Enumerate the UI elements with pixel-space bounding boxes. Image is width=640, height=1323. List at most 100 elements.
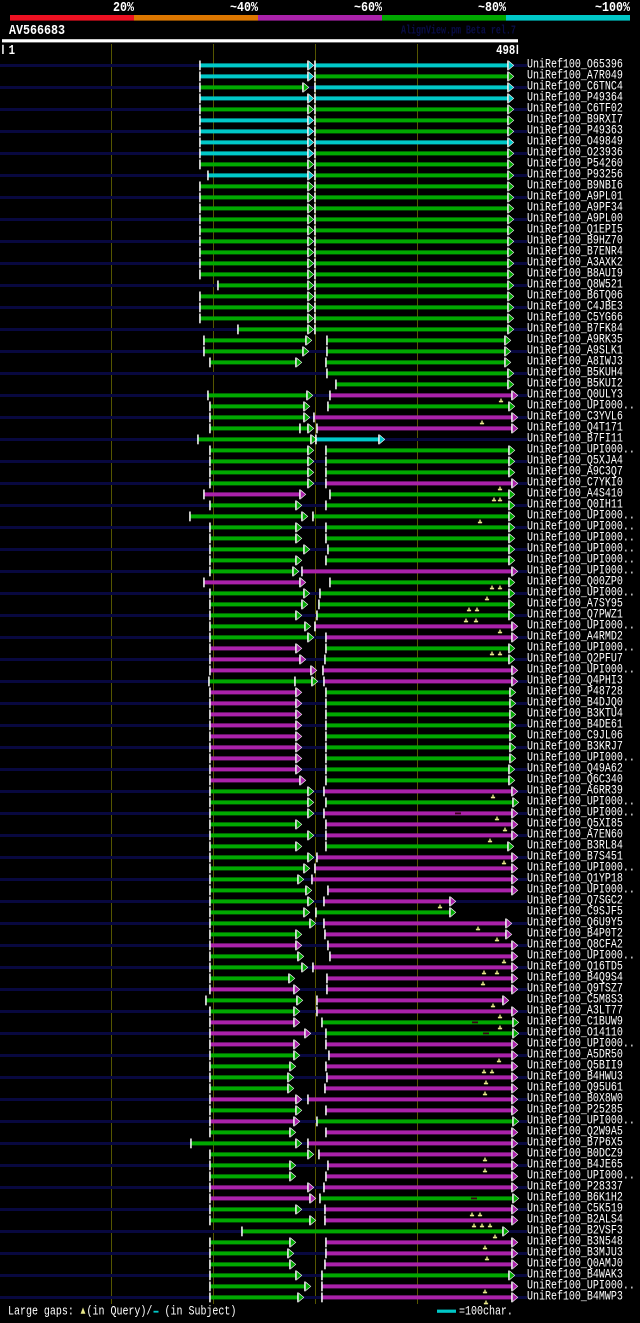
svg-text:UniRef100_A4RMD2: UniRef100_A4RMD2 — [527, 629, 623, 644]
svg-text:UniRef100_B5KUH4: UniRef100_B5KUH4 — [527, 365, 623, 380]
svg-text:UniRef100_A7SY95: UniRef100_A7SY95 — [527, 596, 623, 611]
svg-text:UniRef100_A9PL01: UniRef100_A9PL01 — [527, 189, 623, 204]
svg-text:UniRef100_Q5XI85: UniRef100_Q5XI85 — [527, 816, 623, 831]
svg-text:UniRef100_UPI000..: UniRef100_UPI000.. — [527, 618, 635, 633]
svg-text:498: 498 — [496, 43, 515, 59]
svg-text:UniRef100_Q0AMJ0: UniRef100_Q0AMJ0 — [527, 1256, 623, 1271]
svg-text:UniRef100_UPI000..: UniRef100_UPI000.. — [527, 552, 635, 567]
svg-text:UniRef100_B4Q9S4: UniRef100_B4Q9S4 — [527, 970, 623, 985]
svg-text:~100%: ~100% — [595, 0, 630, 15]
svg-text:UniRef100_Q0IH11: UniRef100_Q0IH11 — [527, 497, 623, 512]
svg-text:Large gaps:: Large gaps: — [8, 1305, 74, 1320]
svg-text:UniRef100_C6TNC4: UniRef100_C6TNC4 — [527, 79, 623, 94]
svg-text:UniRef100_B4DE61: UniRef100_B4DE61 — [527, 717, 623, 732]
svg-text:UniRef100_UPI000..: UniRef100_UPI000.. — [527, 585, 635, 600]
svg-text:UniRef100_Q1YP18: UniRef100_Q1YP18 — [527, 871, 623, 886]
svg-text:UniRef100_B7P6X5: UniRef100_B7P6X5 — [527, 1135, 623, 1150]
svg-text:UniRef100_Q95U61: UniRef100_Q95U61 — [527, 1080, 623, 1095]
svg-text:UniRef100_UPI000..: UniRef100_UPI000.. — [527, 882, 635, 897]
svg-text:UniRef100_Q5BII9: UniRef100_Q5BII9 — [527, 1058, 623, 1073]
svg-text:UniRef100_P48728: UniRef100_P48728 — [527, 684, 623, 699]
svg-text:UniRef100_Q0ULY3: UniRef100_Q0ULY3 — [527, 387, 623, 402]
svg-text:UniRef100_B7FK84: UniRef100_B7FK84 — [527, 321, 623, 336]
svg-text:AV566683: AV566683 — [9, 22, 65, 38]
svg-text:UniRef100_O49849: UniRef100_O49849 — [527, 134, 623, 149]
svg-text:UniRef100_UPI000..: UniRef100_UPI000.. — [527, 662, 635, 677]
svg-text:UniRef100_B9HZ70: UniRef100_B9HZ70 — [527, 233, 623, 248]
svg-text:UniRef100_C5M8S3: UniRef100_C5M8S3 — [527, 992, 623, 1007]
svg-text:UniRef100_UPI000..: UniRef100_UPI000.. — [527, 1113, 635, 1128]
svg-text:~40%: ~40% — [230, 0, 258, 15]
svg-text:UniRef100_Q7PWZ1: UniRef100_Q7PWZ1 — [527, 607, 623, 622]
svg-text:UniRef100_A3LT77: UniRef100_A3LT77 — [527, 1003, 623, 1018]
svg-text:UniRef100_UPI000..: UniRef100_UPI000.. — [527, 1036, 635, 1051]
svg-text:UniRef100_B5KUI2: UniRef100_B5KUI2 — [527, 376, 623, 391]
svg-text:UniRef100_A5DR50: UniRef100_A5DR50 — [527, 1047, 623, 1062]
svg-text:UniRef100_B0DCZ9: UniRef100_B0DCZ9 — [527, 1146, 623, 1161]
svg-text:UniRef100_UPI000..: UniRef100_UPI000.. — [527, 541, 635, 556]
svg-text:UniRef100_UPI000..: UniRef100_UPI000.. — [527, 508, 635, 523]
svg-text:UniRef100_Q5XJA4: UniRef100_Q5XJA4 — [527, 453, 623, 468]
svg-text:UniRef100_A6RR39: UniRef100_A6RR39 — [527, 783, 623, 798]
svg-text:UniRef100_P49364: UniRef100_P49364 — [527, 90, 623, 105]
svg-text:UniRef100_Q1EPI5: UniRef100_Q1EPI5 — [527, 222, 623, 237]
svg-text:UniRef100_C5K519: UniRef100_C5K519 — [527, 1201, 623, 1216]
svg-text:UniRef100_UPI000..: UniRef100_UPI000.. — [527, 398, 635, 413]
svg-text:UniRef100_C1BUW9: UniRef100_C1BUW9 — [527, 1014, 623, 1029]
svg-text:UniRef100_B7S451: UniRef100_B7S451 — [527, 849, 623, 864]
svg-text:UniRef100_Q4T171: UniRef100_Q4T171 — [527, 420, 623, 435]
svg-text:UniRef100_P49363: UniRef100_P49363 — [527, 123, 623, 138]
svg-text:UniRef100_B4WAK3: UniRef100_B4WAK3 — [527, 1267, 623, 1282]
svg-text:(in Subject): (in Subject) — [165, 1305, 237, 1320]
svg-text:UniRef100_Q16TD5: UniRef100_Q16TD5 — [527, 959, 623, 974]
svg-text:UniRef100_B7ENR4: UniRef100_B7ENR4 — [527, 244, 623, 259]
svg-text:UniRef100_A9C3Q7: UniRef100_A9C3Q7 — [527, 464, 623, 479]
svg-text:UniRef100_UPI000..: UniRef100_UPI000.. — [527, 640, 635, 655]
svg-text:UniRef100_UPI000..: UniRef100_UPI000.. — [527, 519, 635, 534]
svg-text:AlignView.pm Beta rel.7: AlignView.pm Beta rel.7 — [401, 24, 516, 38]
svg-text:UniRef100_UPI000..: UniRef100_UPI000.. — [527, 1278, 635, 1293]
svg-text:UniRef100_UPI000..: UniRef100_UPI000.. — [527, 860, 635, 875]
svg-text:UniRef100_P54260: UniRef100_P54260 — [527, 156, 623, 171]
svg-text:=100char.: =100char. — [459, 1305, 513, 1320]
svg-text:UniRef100_Q2PFU7: UniRef100_Q2PFU7 — [527, 651, 623, 666]
svg-text:UniRef100_Q4PHI3: UniRef100_Q4PHI3 — [527, 673, 623, 688]
svg-text:UniRef100_Q6U9Y5: UniRef100_Q6U9Y5 — [527, 915, 623, 930]
svg-text:UniRef100_B6TQ06: UniRef100_B6TQ06 — [527, 288, 623, 303]
svg-text:UniRef100_B3KTU4: UniRef100_B3KTU4 — [527, 706, 623, 721]
svg-text:UniRef100_UPI000..: UniRef100_UPI000.. — [527, 1168, 635, 1183]
svg-text:UniRef100_A3AXK2: UniRef100_A3AXK2 — [527, 255, 623, 270]
svg-text:UniRef100_A9PF34: UniRef100_A9PF34 — [527, 200, 623, 215]
svg-text:UniRef100_Q8W521: UniRef100_Q8W521 — [527, 277, 623, 292]
svg-text:UniRef100_Q2W9A5: UniRef100_Q2W9A5 — [527, 1124, 623, 1139]
svg-text:(in Query)/: (in Query)/ — [86, 1305, 152, 1320]
svg-text:UniRef100_P25285: UniRef100_P25285 — [527, 1102, 623, 1117]
svg-text:UniRef100_B3KRJ7: UniRef100_B3KRJ7 — [527, 739, 623, 754]
svg-text:UniRef100_Q6C340: UniRef100_Q6C340 — [527, 772, 623, 787]
svg-text:UniRef100_B4P0T2: UniRef100_B4P0T2 — [527, 926, 623, 941]
svg-text:UniRef100_B2ALS4: UniRef100_B2ALS4 — [527, 1212, 623, 1227]
svg-text:20%: 20% — [113, 0, 134, 15]
svg-text:UniRef100_UPI000..: UniRef100_UPI000.. — [527, 530, 635, 545]
svg-text:UniRef100_A7R049: UniRef100_A7R049 — [527, 68, 623, 83]
svg-text:UniRef100_B2VSF3: UniRef100_B2VSF3 — [527, 1223, 623, 1238]
svg-text:UniRef100_Q7SGC2: UniRef100_Q7SGC2 — [527, 893, 623, 908]
svg-text:UniRef100_UPI000..: UniRef100_UPI000.. — [527, 563, 635, 578]
svg-text:UniRef100_O14110: UniRef100_O14110 — [527, 1025, 623, 1040]
svg-text:UniRef100_UPI000..: UniRef100_UPI000.. — [527, 794, 635, 809]
svg-text:UniRef100_B9NBI6: UniRef100_B9NBI6 — [527, 178, 623, 193]
svg-text:UniRef100_C7YKI0: UniRef100_C7YKI0 — [527, 475, 623, 490]
svg-text:UniRef100_Q49A62: UniRef100_Q49A62 — [527, 761, 623, 776]
svg-text:UniRef100_UPI000..: UniRef100_UPI000.. — [527, 948, 635, 963]
svg-text:UniRef100_A9PL00: UniRef100_A9PL00 — [527, 211, 623, 226]
svg-text:UniRef100_B3N548: UniRef100_B3N548 — [527, 1234, 623, 1249]
svg-text:UniRef100_Q00ZP0: UniRef100_Q00ZP0 — [527, 574, 623, 589]
svg-text:UniRef100_Q8CFA2: UniRef100_Q8CFA2 — [527, 937, 623, 952]
svg-text:UniRef100_B4HWU3: UniRef100_B4HWU3 — [527, 1069, 623, 1084]
svg-text:UniRef100_C5YG66: UniRef100_C5YG66 — [527, 310, 623, 325]
svg-text:UniRef100_C4JBE3: UniRef100_C4JBE3 — [527, 299, 623, 314]
svg-text:UniRef100_C9SJF5: UniRef100_C9SJF5 — [527, 904, 623, 919]
svg-text:UniRef100_A4S410: UniRef100_A4S410 — [527, 486, 623, 501]
svg-text:UniRef100_B4MWP3: UniRef100_B4MWP3 — [527, 1289, 623, 1304]
svg-text:UniRef100_UPI000..: UniRef100_UPI000.. — [527, 805, 635, 820]
